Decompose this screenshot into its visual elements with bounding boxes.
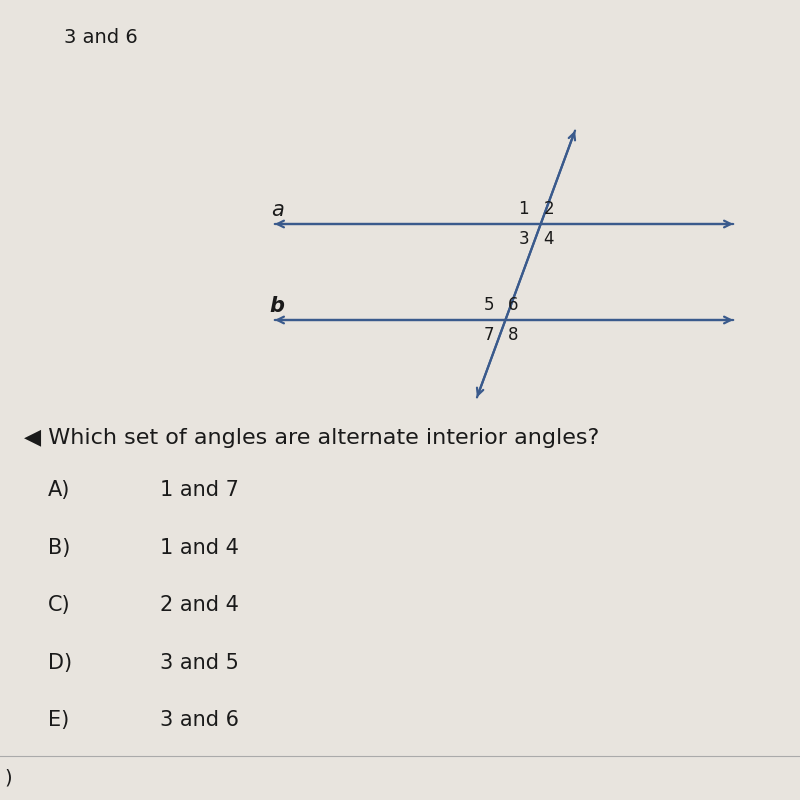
- Text: a: a: [271, 200, 284, 220]
- Text: 3 and 6: 3 and 6: [64, 28, 138, 47]
- Text: ): ): [4, 768, 12, 787]
- Text: 2: 2: [543, 200, 554, 218]
- Text: 7: 7: [483, 326, 494, 344]
- Text: 4: 4: [543, 230, 554, 248]
- Text: 5: 5: [483, 296, 494, 314]
- Text: 3: 3: [518, 230, 529, 248]
- Text: 2 and 4: 2 and 4: [160, 595, 239, 615]
- Text: B): B): [48, 538, 70, 558]
- Text: 8: 8: [508, 326, 518, 344]
- Text: 6: 6: [508, 296, 518, 314]
- Text: D): D): [48, 653, 72, 673]
- Text: 1: 1: [518, 200, 529, 218]
- Text: 3 and 6: 3 and 6: [160, 710, 239, 730]
- Text: ◀︎ Which set of angles are alternate interior angles?: ◀︎ Which set of angles are alternate int…: [24, 428, 599, 448]
- Text: 3 and 5: 3 and 5: [160, 653, 239, 673]
- Text: A): A): [48, 480, 70, 500]
- Text: 1 and 7: 1 and 7: [160, 480, 239, 500]
- Text: E): E): [48, 710, 70, 730]
- Text: 1 and 4: 1 and 4: [160, 538, 239, 558]
- Text: b: b: [269, 296, 284, 316]
- Text: C): C): [48, 595, 70, 615]
